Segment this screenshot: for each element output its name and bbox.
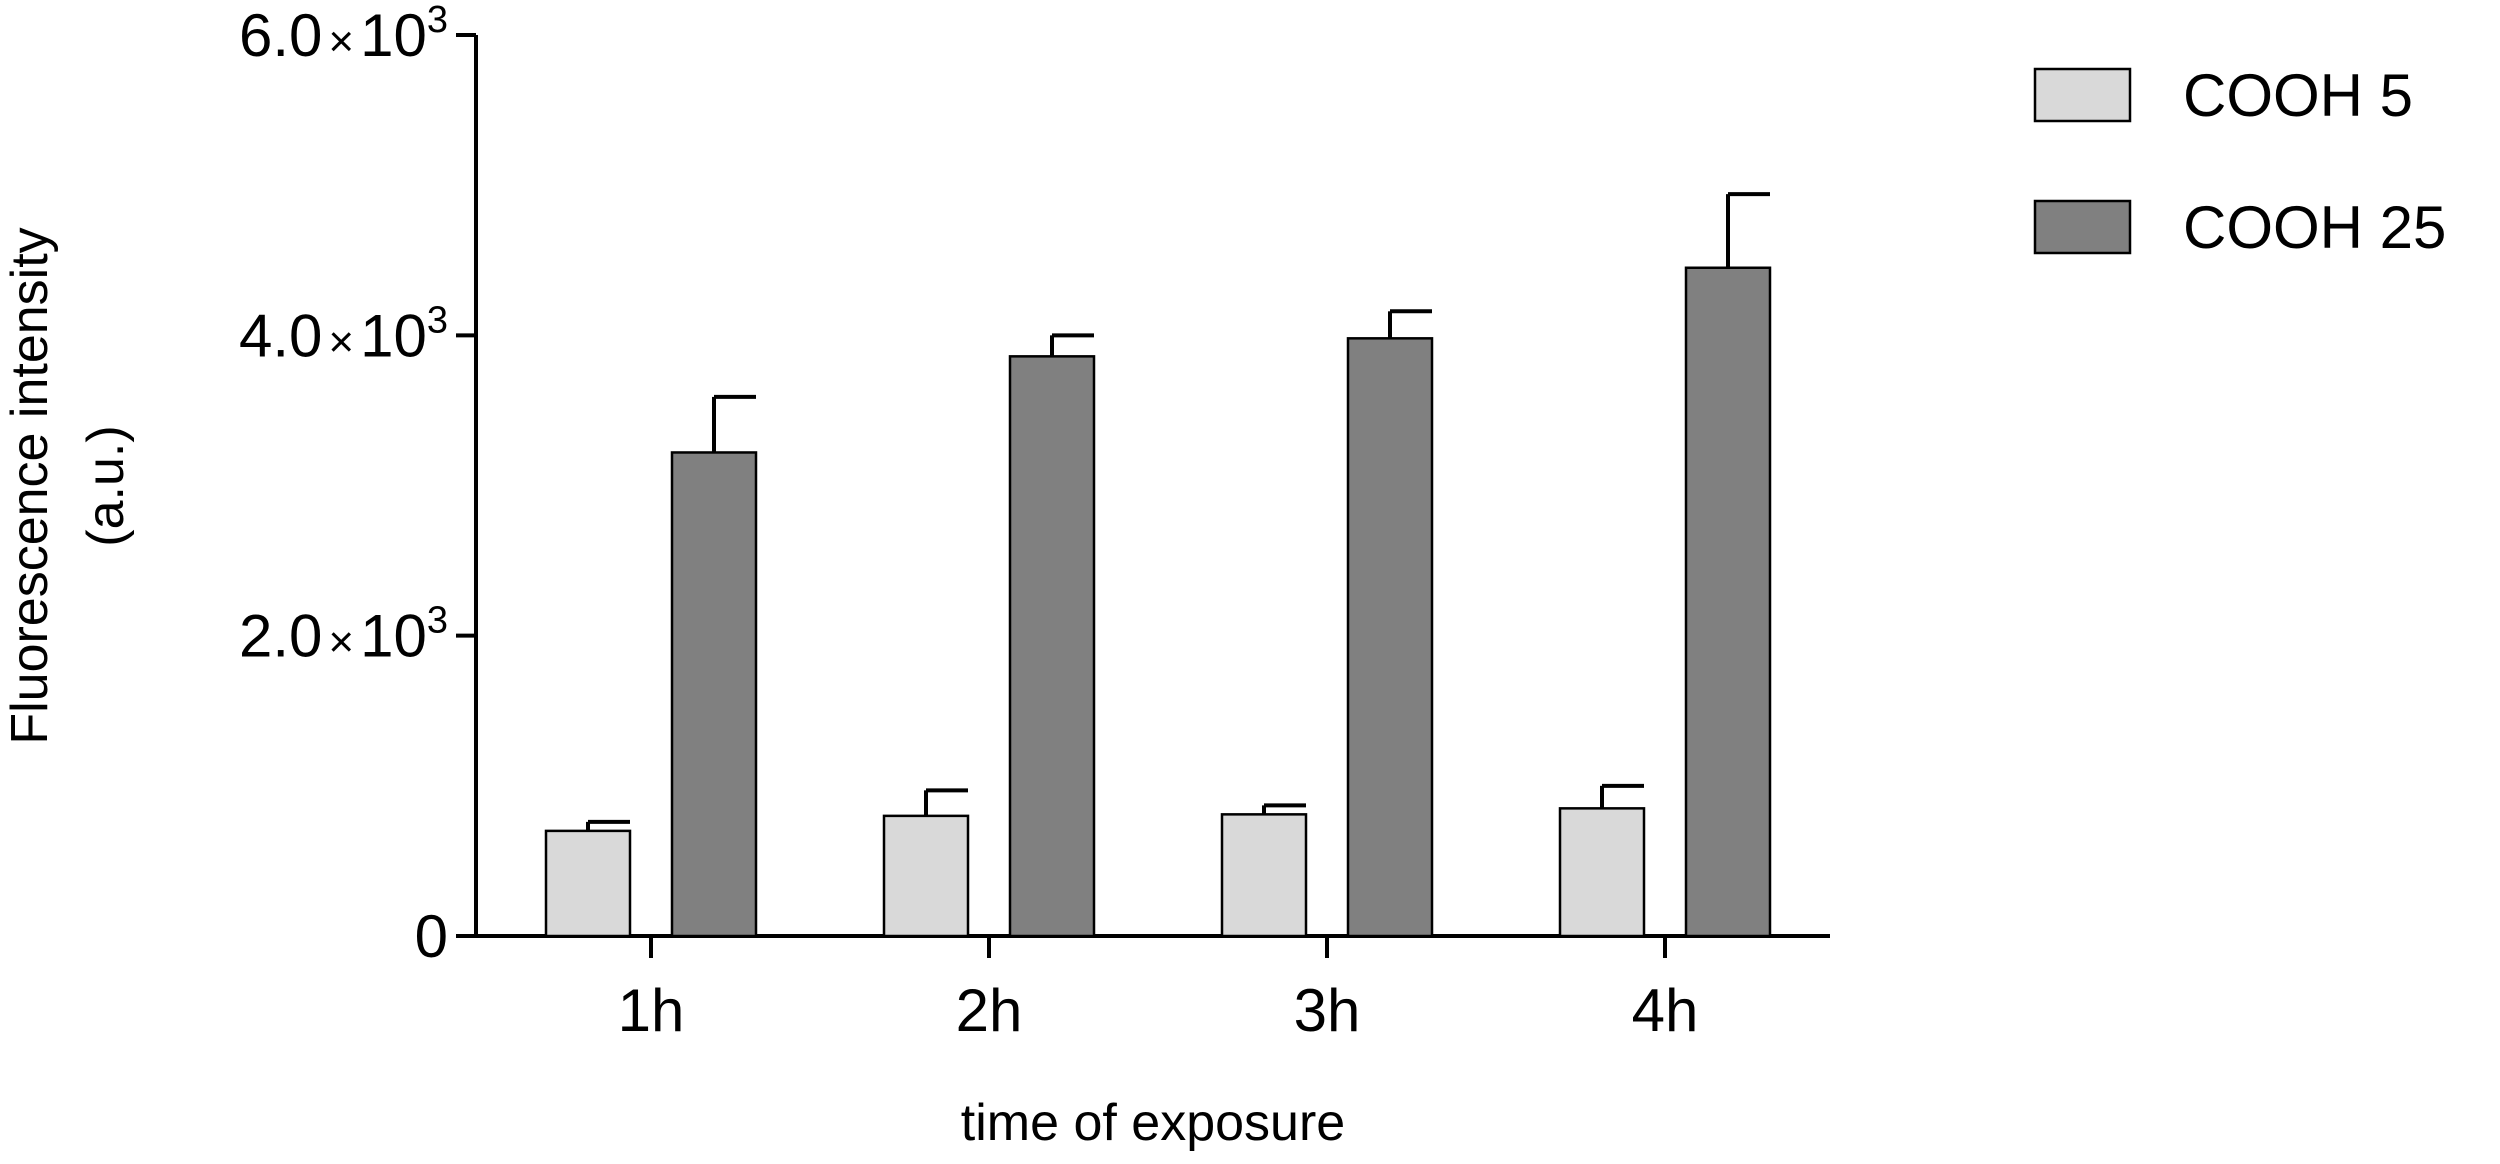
y-axis-title-line: Fluorescence intensity [1, 227, 59, 744]
legend-item: COOH 25 [2033, 194, 2446, 261]
bar-cooh-5 [544, 829, 632, 938]
x-axis-title: time of exposure [961, 1094, 1345, 1152]
x-tick-label: 2h [956, 977, 1023, 1044]
bar-cooh-5 [1558, 807, 1646, 938]
legend-swatch [2033, 67, 2132, 123]
y-axis-title: Fluorescence intensity (a.u.) [1, 227, 135, 744]
legend-label: COOH 5 [2183, 62, 2413, 129]
y-tick-label: 0 [415, 903, 448, 970]
legend-swatch [2033, 199, 2132, 255]
bar-cooh-25 [670, 451, 758, 938]
bar-cooh-5 [1220, 813, 1308, 938]
labels: 0 2.0 × 103 4.0 × 103 6.0 × 103 1h 2h 3h 4h time of ex… [1, 0, 1698, 1152]
legend: COOH 5 COOH 25 [2033, 62, 2446, 261]
x-tick-label: 1h [618, 977, 685, 1044]
legend-item: COOH 5 [2033, 62, 2413, 129]
y-tick-label: 6.0 × 103 [239, 0, 448, 69]
y-tick-label: 2.0 × 103 [239, 600, 448, 670]
y-axis-title-line: (a.u.) [77, 425, 135, 546]
bar-cooh-25 [1346, 337, 1434, 938]
bar-cooh-25 [1684, 266, 1772, 938]
x-tick-label: 4h [1632, 977, 1699, 1044]
y-tick-label: 4.0 × 103 [239, 299, 448, 369]
bar-cooh-25 [1008, 355, 1096, 938]
bars [544, 192, 1772, 938]
x-tick-label: 3h [1294, 977, 1361, 1044]
bar-cooh-5 [882, 814, 970, 938]
legend-label: COOH 25 [2183, 194, 2446, 261]
